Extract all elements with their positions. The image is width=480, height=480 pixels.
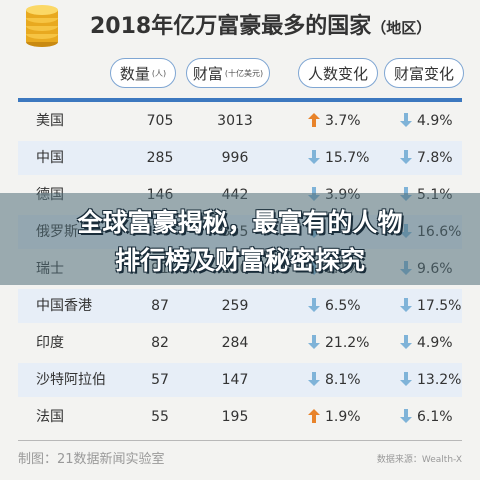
column-header-wealth-change-label: 财富变化 — [393, 64, 454, 83]
row-count: 55 — [151, 409, 169, 425]
row-wealth-change-value: 4.9% — [417, 335, 453, 351]
row-wealth-change-value: 6.1% — [417, 409, 453, 425]
row-name: 中国香港 — [36, 298, 92, 314]
row-name: 印度 — [36, 335, 64, 351]
row-wealth-change-value: 7.8% — [417, 150, 453, 166]
row-wealth: 996 — [221, 150, 249, 166]
table-row: 中国香港 87 259 6.5% 17.5% — [18, 289, 462, 323]
row-wealth: 3013 — [217, 113, 253, 129]
row-people-change: 21.2% — [308, 326, 388, 360]
row-people-change: 15.7% — [308, 141, 388, 175]
row-people-change-value: 3.7% — [325, 113, 361, 129]
table-row: 中国 285 996 15.7% 7.8% — [18, 141, 462, 175]
banner-headline-line-2: 排行榜及财富秘密探究 — [114, 246, 365, 275]
row-count: 285 — [146, 150, 174, 166]
arrow-down-icon — [308, 371, 320, 386]
row-wealth-change: 17.5% — [400, 289, 470, 323]
row-wealth-change-value: 4.9% — [417, 113, 453, 129]
footer-credit: 制图：21数据新闻实验室 — [18, 452, 165, 467]
arrow-down-icon — [308, 334, 320, 349]
table-row: 法国 55 195 1.9% 6.1% — [18, 400, 462, 434]
column-header-people-change-label: 人数变化 — [307, 64, 368, 83]
row-people-change-value: 8.1% — [325, 372, 361, 388]
column-header-count: 数量 (人) — [110, 58, 176, 88]
arrow-down-icon — [308, 149, 320, 164]
row-wealth: 195 — [221, 409, 249, 425]
row-wealth-change: 7.8% — [400, 141, 470, 175]
row-people-change-value: 21.2% — [325, 335, 370, 351]
column-header-wealth: 财富 (十亿美元) — [186, 58, 270, 88]
table-row: 沙特阿拉伯 57 147 8.1% 13.2% — [18, 363, 462, 397]
footer-brand: 数据来源：Wealth-X — [376, 455, 462, 465]
row-name: 沙特阿拉伯 — [36, 372, 106, 388]
header: 2018年亿万富豪最多的国家（地区） — [0, 0, 480, 52]
arrow-down-icon — [400, 297, 412, 312]
row-people-change-value: 1.9% — [325, 409, 361, 425]
row-people-change: 6.5% — [308, 289, 388, 323]
arrow-down-icon — [400, 408, 412, 423]
row-people-change: 8.1% — [308, 363, 388, 397]
row-name: 美国 — [36, 113, 64, 129]
row-wealth-change-value: 17.5% — [417, 298, 462, 314]
row-count: 87 — [151, 298, 169, 314]
gold-coins-icon — [26, 5, 58, 47]
row-people-change: 1.9% — [308, 400, 388, 434]
row-wealth: 284 — [221, 335, 249, 351]
column-header-wealth-unit: (十亿美元) — [224, 68, 264, 78]
column-header-count-unit: (人) — [151, 68, 167, 78]
arrow-down-icon — [400, 371, 412, 386]
column-header-wealth-label: 财富 — [192, 64, 223, 83]
row-count: 57 — [151, 372, 169, 388]
column-header-count-label: 数量 — [119, 64, 150, 83]
title-main: 2018年亿万富豪最多的国家 — [90, 14, 372, 39]
row-people-change: 3.7% — [308, 104, 388, 138]
title-paren: （地区） — [371, 19, 432, 37]
row-wealth-change: 4.9% — [400, 326, 470, 360]
table-row: 印度 82 284 21.2% 4.9% — [18, 326, 462, 360]
banner-headline-line-1: 全球富豪揭秘，最富有的人物 — [77, 208, 403, 237]
row-count: 82 — [151, 335, 169, 351]
row-wealth-change: 4.9% — [400, 104, 470, 138]
row-name: 中国 — [36, 150, 64, 166]
row-count: 705 — [146, 113, 174, 129]
column-header-people-change: 人数变化 — [298, 58, 378, 88]
footer-divider — [18, 440, 462, 441]
row-wealth-change-value: 13.2% — [417, 372, 462, 388]
row-people-change-value: 6.5% — [325, 298, 361, 314]
column-header-wealth-change: 财富变化 — [384, 58, 464, 88]
arrow-down-icon — [400, 149, 412, 164]
arrow-up-icon — [308, 408, 320, 423]
row-people-change-value: 15.7% — [325, 150, 370, 166]
row-wealth: 259 — [221, 298, 249, 314]
arrow-down-icon — [400, 334, 412, 349]
arrow-up-icon — [308, 112, 320, 127]
overlay-banner: 全球富豪揭秘，最富有的人物 排行榜及财富秘密探究 — [0, 193, 480, 285]
page-title: 2018年亿万富豪最多的国家（地区） — [90, 8, 431, 40]
arrow-down-icon — [308, 297, 320, 312]
header-divider — [18, 98, 462, 102]
row-wealth-change: 6.1% — [400, 400, 470, 434]
column-headers: 数量 (人) 财富 (十亿美元) 人数变化 财富变化 — [0, 58, 480, 92]
table-row: 美国 705 3013 3.7% 4.9% — [18, 104, 462, 138]
row-wealth-change: 13.2% — [400, 363, 470, 397]
arrow-down-icon — [400, 112, 412, 127]
row-name: 法国 — [36, 409, 64, 425]
row-wealth: 147 — [221, 372, 249, 388]
